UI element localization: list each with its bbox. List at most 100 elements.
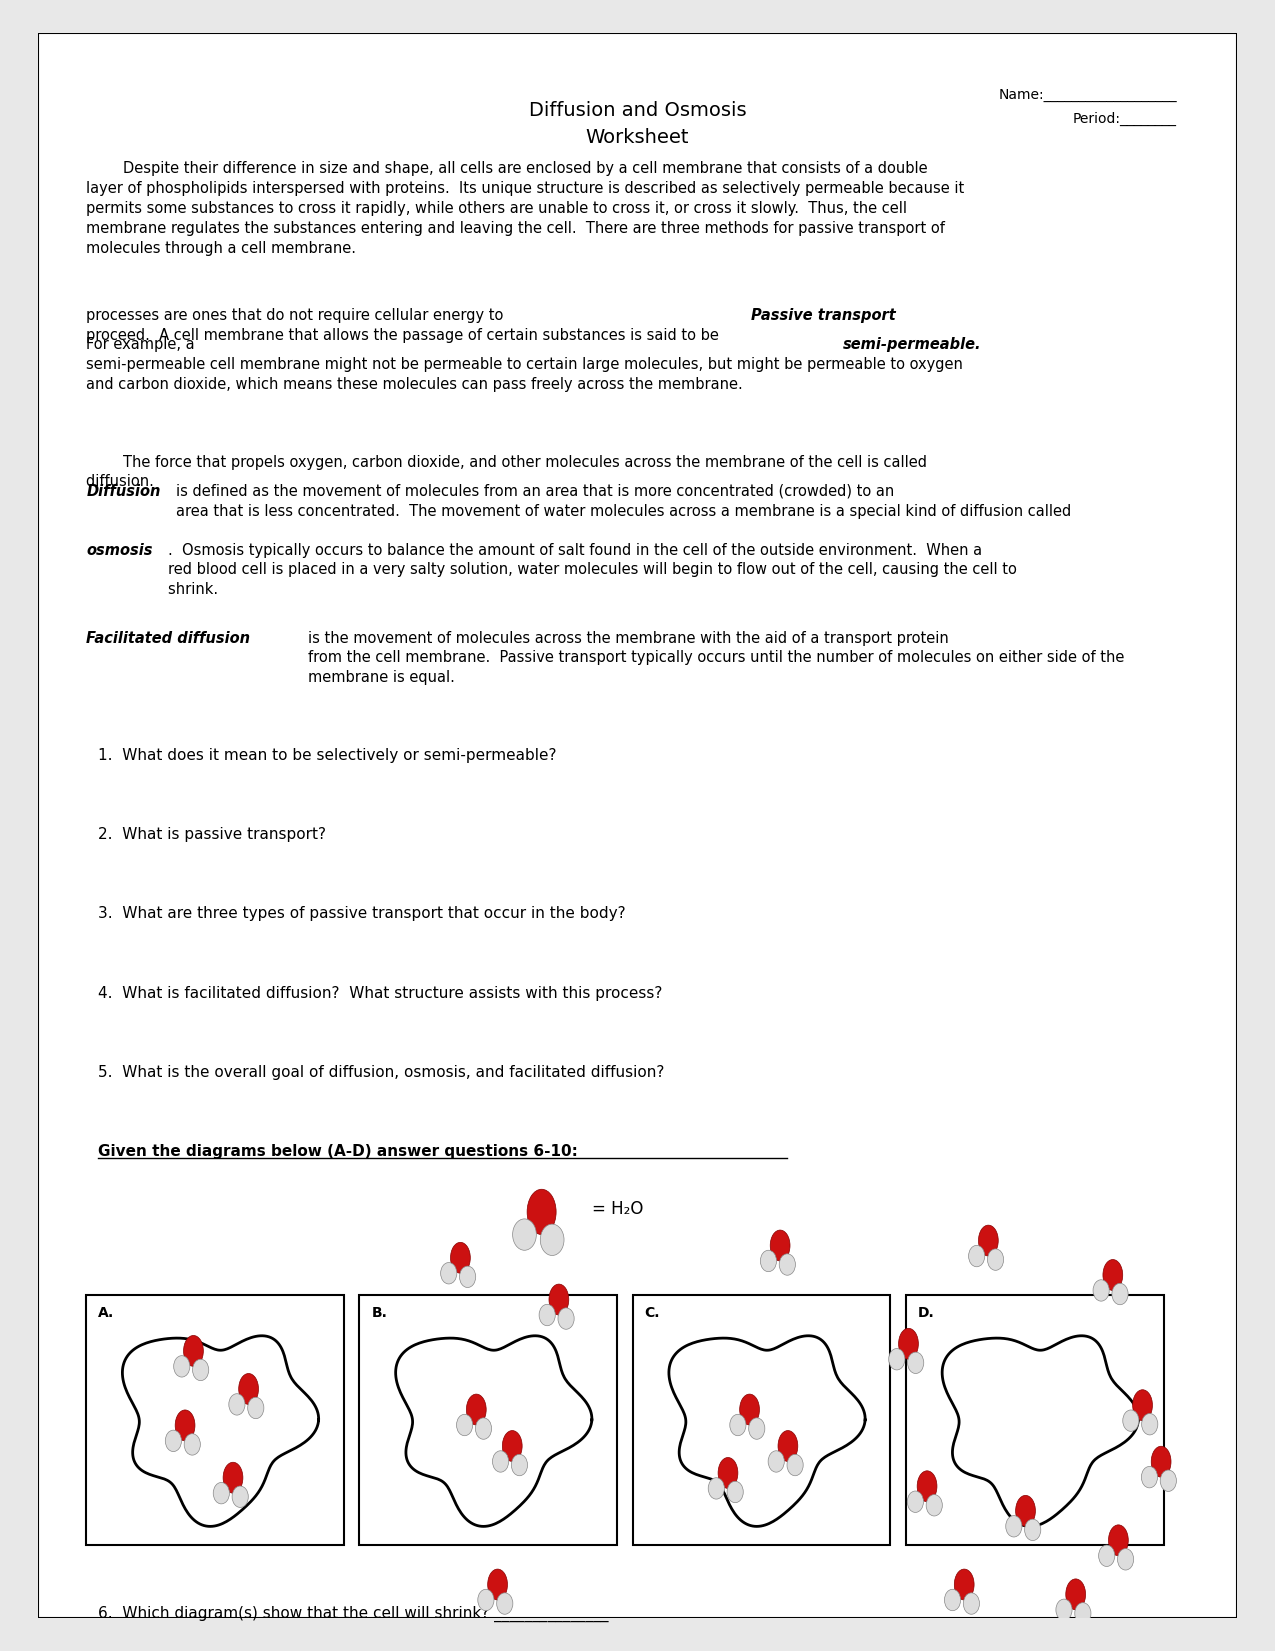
Ellipse shape [539, 1304, 556, 1326]
Ellipse shape [926, 1494, 942, 1516]
Ellipse shape [232, 1486, 249, 1507]
Ellipse shape [770, 1230, 790, 1261]
Ellipse shape [478, 1590, 493, 1611]
Text: 3.  What are three types of passive transport that occur in the body?: 3. What are three types of passive trans… [98, 906, 626, 921]
Ellipse shape [779, 1253, 796, 1275]
Ellipse shape [768, 1451, 784, 1473]
Bar [87, 1294, 344, 1545]
Ellipse shape [778, 1430, 798, 1461]
Text: is defined as the movement of molecules from an area that is more concentrated (: is defined as the movement of molecules … [176, 484, 1071, 518]
Ellipse shape [760, 1250, 776, 1271]
Ellipse shape [441, 1263, 456, 1284]
Text: A.: A. [98, 1306, 115, 1319]
Ellipse shape [184, 1433, 200, 1455]
Text: Worksheet: Worksheet [585, 129, 690, 147]
Ellipse shape [899, 1329, 918, 1359]
Bar [907, 1294, 1164, 1545]
Ellipse shape [193, 1359, 209, 1380]
Text: is the movement of molecules across the membrane with the aid of a transport pro: is the movement of molecules across the … [309, 631, 1125, 685]
Ellipse shape [558, 1308, 574, 1329]
Ellipse shape [1066, 1578, 1085, 1610]
Text: C.: C. [645, 1306, 660, 1319]
Ellipse shape [978, 1225, 998, 1256]
Ellipse shape [1006, 1516, 1023, 1537]
Ellipse shape [718, 1458, 738, 1489]
Text: Despite their difference in size and shape, all cells are enclosed by a cell mem: Despite their difference in size and sha… [87, 162, 964, 256]
Ellipse shape [908, 1491, 923, 1512]
Ellipse shape [467, 1393, 486, 1425]
Ellipse shape [213, 1483, 230, 1504]
Ellipse shape [1112, 1283, 1128, 1304]
Ellipse shape [459, 1266, 476, 1288]
Ellipse shape [1141, 1466, 1158, 1488]
Text: Diffusion: Diffusion [87, 484, 161, 499]
Ellipse shape [917, 1471, 937, 1502]
Text: Period:________: Period:________ [1072, 112, 1177, 127]
Ellipse shape [497, 1593, 513, 1615]
Text: The force that propels oxygen, carbon dioxide, and other molecules across the me: The force that propels oxygen, carbon di… [87, 454, 927, 489]
Ellipse shape [954, 1568, 974, 1600]
Ellipse shape [175, 1410, 195, 1441]
Ellipse shape [1075, 1603, 1091, 1625]
Ellipse shape [541, 1223, 564, 1255]
Ellipse shape [969, 1245, 984, 1266]
Text: .  Osmosis typically occurs to balance the amount of salt found in the cell of t: . Osmosis typically occurs to balance th… [168, 543, 1016, 598]
Ellipse shape [228, 1393, 245, 1415]
Ellipse shape [727, 1481, 743, 1502]
Ellipse shape [964, 1593, 979, 1615]
Ellipse shape [708, 1478, 724, 1499]
Ellipse shape [492, 1451, 509, 1473]
Ellipse shape [513, 1218, 537, 1250]
Text: For example, a
semi-permeable cell membrane might not be permeable to certain la: For example, a semi-permeable cell membr… [87, 337, 963, 391]
Text: B.: B. [371, 1306, 388, 1319]
Text: 2.  What is passive transport?: 2. What is passive transport? [98, 827, 326, 842]
Text: Passive transport: Passive transport [751, 309, 896, 324]
Text: Facilitated diffusion: Facilitated diffusion [87, 631, 250, 646]
Ellipse shape [748, 1418, 765, 1440]
Ellipse shape [945, 1590, 960, 1611]
Ellipse shape [527, 1189, 556, 1235]
Text: 4.  What is facilitated diffusion?  What structure assists with this process?: 4. What is facilitated diffusion? What s… [98, 986, 663, 1001]
Ellipse shape [787, 1455, 803, 1476]
Ellipse shape [247, 1397, 264, 1418]
Text: 6.  Which diagram(s) show that the cell will shrink? _______________: 6. Which diagram(s) show that the cell w… [98, 1605, 608, 1621]
Ellipse shape [1025, 1519, 1040, 1540]
Ellipse shape [487, 1568, 507, 1600]
Text: semi-permeable.: semi-permeable. [843, 337, 980, 352]
Ellipse shape [184, 1336, 203, 1367]
Ellipse shape [456, 1415, 473, 1436]
Ellipse shape [550, 1284, 569, 1314]
Ellipse shape [740, 1393, 760, 1425]
Text: Given the diagrams below (A-D) answer questions 6-10:: Given the diagrams below (A-D) answer qu… [98, 1144, 578, 1159]
Text: = H₂O: = H₂O [592, 1200, 644, 1218]
Ellipse shape [889, 1349, 905, 1370]
Text: 1.  What does it mean to be selectively or semi-permeable?: 1. What does it mean to be selectively o… [98, 748, 557, 763]
Ellipse shape [166, 1430, 181, 1451]
Ellipse shape [1123, 1410, 1139, 1431]
Ellipse shape [1093, 1280, 1109, 1301]
Ellipse shape [1056, 1600, 1072, 1621]
Ellipse shape [1099, 1545, 1114, 1567]
Ellipse shape [1151, 1446, 1170, 1478]
Ellipse shape [502, 1430, 523, 1461]
Ellipse shape [1160, 1469, 1177, 1491]
Ellipse shape [1132, 1390, 1153, 1420]
Ellipse shape [1141, 1413, 1158, 1435]
Ellipse shape [1103, 1260, 1123, 1291]
Ellipse shape [908, 1352, 924, 1374]
Text: 5.  What is the overall goal of diffusion, osmosis, and facilitated diffusion?: 5. What is the overall goal of diffusion… [98, 1065, 664, 1080]
Bar [360, 1294, 617, 1545]
Text: Diffusion and Osmosis: Diffusion and Osmosis [529, 101, 746, 121]
Bar [632, 1294, 890, 1545]
Ellipse shape [729, 1415, 746, 1436]
Ellipse shape [1117, 1549, 1133, 1570]
Ellipse shape [450, 1242, 470, 1273]
Ellipse shape [1108, 1526, 1128, 1555]
Text: processes are ones that do not require cellular energy to
proceed.  A cell membr: processes are ones that do not require c… [87, 309, 724, 343]
Text: D.: D. [918, 1306, 935, 1319]
Ellipse shape [223, 1463, 244, 1493]
Ellipse shape [1016, 1496, 1035, 1526]
Text: osmosis: osmosis [87, 543, 153, 558]
Ellipse shape [238, 1374, 259, 1405]
Ellipse shape [511, 1455, 528, 1476]
